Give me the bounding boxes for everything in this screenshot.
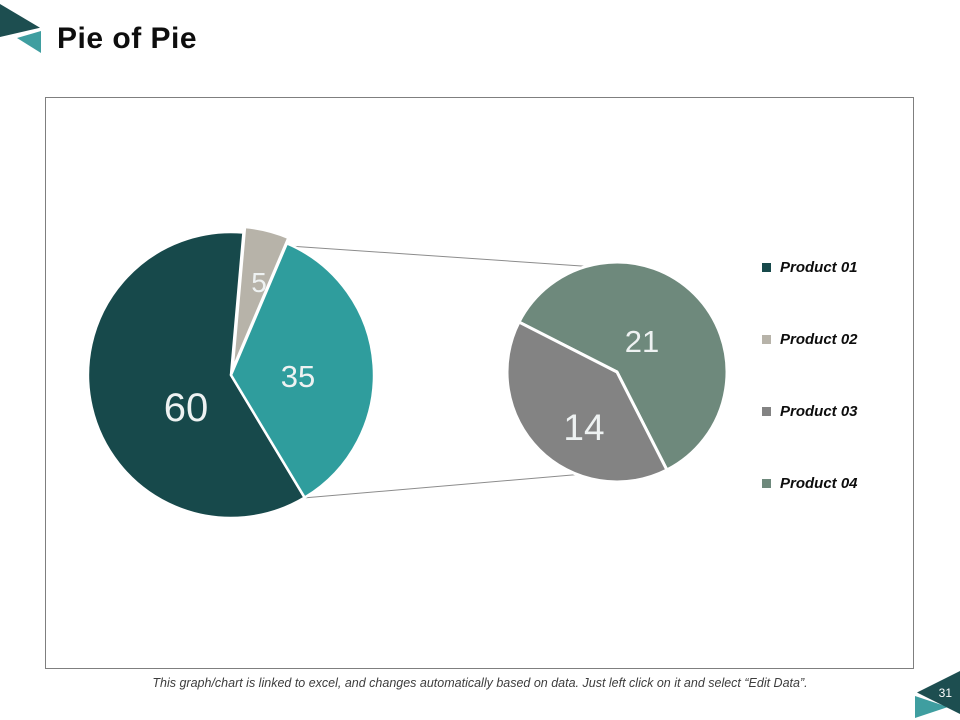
legend-label: Product 01: [780, 258, 858, 276]
footer-note: This graph/chart is linked to excel, and…: [152, 676, 808, 690]
legend-item-product02[interactable]: Product 02: [762, 328, 858, 350]
legend-label: Product 02: [780, 330, 858, 348]
secondary-pie[interactable]: [505, 260, 729, 484]
legend-label: Product 03: [780, 402, 858, 420]
main-pie[interactable]: [86, 225, 376, 520]
page-number: 31: [938, 685, 952, 700]
pie-slice-product04[interactable]: [517, 260, 729, 472]
slice-label-21: 21: [625, 324, 659, 359]
legend-marker-icon: [762, 406, 771, 416]
pie-slice-product02[interactable]: [231, 225, 290, 371]
connector-line-top: [288, 245, 612, 269]
chart-legend: Product 01 Product 02 Product 03 Product…: [762, 256, 858, 544]
legend-label: Product 04: [780, 474, 858, 492]
pie-slice-product03[interactable]: [505, 320, 669, 484]
slice-label-60: 60: [164, 386, 209, 430]
slice-label-5: 5: [251, 267, 267, 298]
legend-item-product03[interactable]: Product 03: [762, 400, 858, 422]
logo-triangle-dark-icon: [0, 4, 40, 37]
legend-item-product04[interactable]: Product 04: [762, 472, 858, 494]
pie-slice-other-group[interactable]: [229, 242, 376, 499]
legend-item-product01[interactable]: Product 01: [762, 256, 858, 278]
logo-triangle-light-icon: [17, 31, 41, 53]
pie-of-pie-chart[interactable]: 60 35 5 21 14: [45, 97, 912, 667]
slice-label-35: 35: [281, 359, 315, 394]
legend-marker-icon: [762, 334, 771, 344]
slice-label-14: 14: [563, 407, 604, 448]
slide-title: Pie of Pie: [57, 22, 198, 55]
pie-slice-product01[interactable]: [86, 230, 306, 520]
legend-marker-icon: [762, 262, 771, 272]
legend-marker-icon: [762, 478, 771, 488]
